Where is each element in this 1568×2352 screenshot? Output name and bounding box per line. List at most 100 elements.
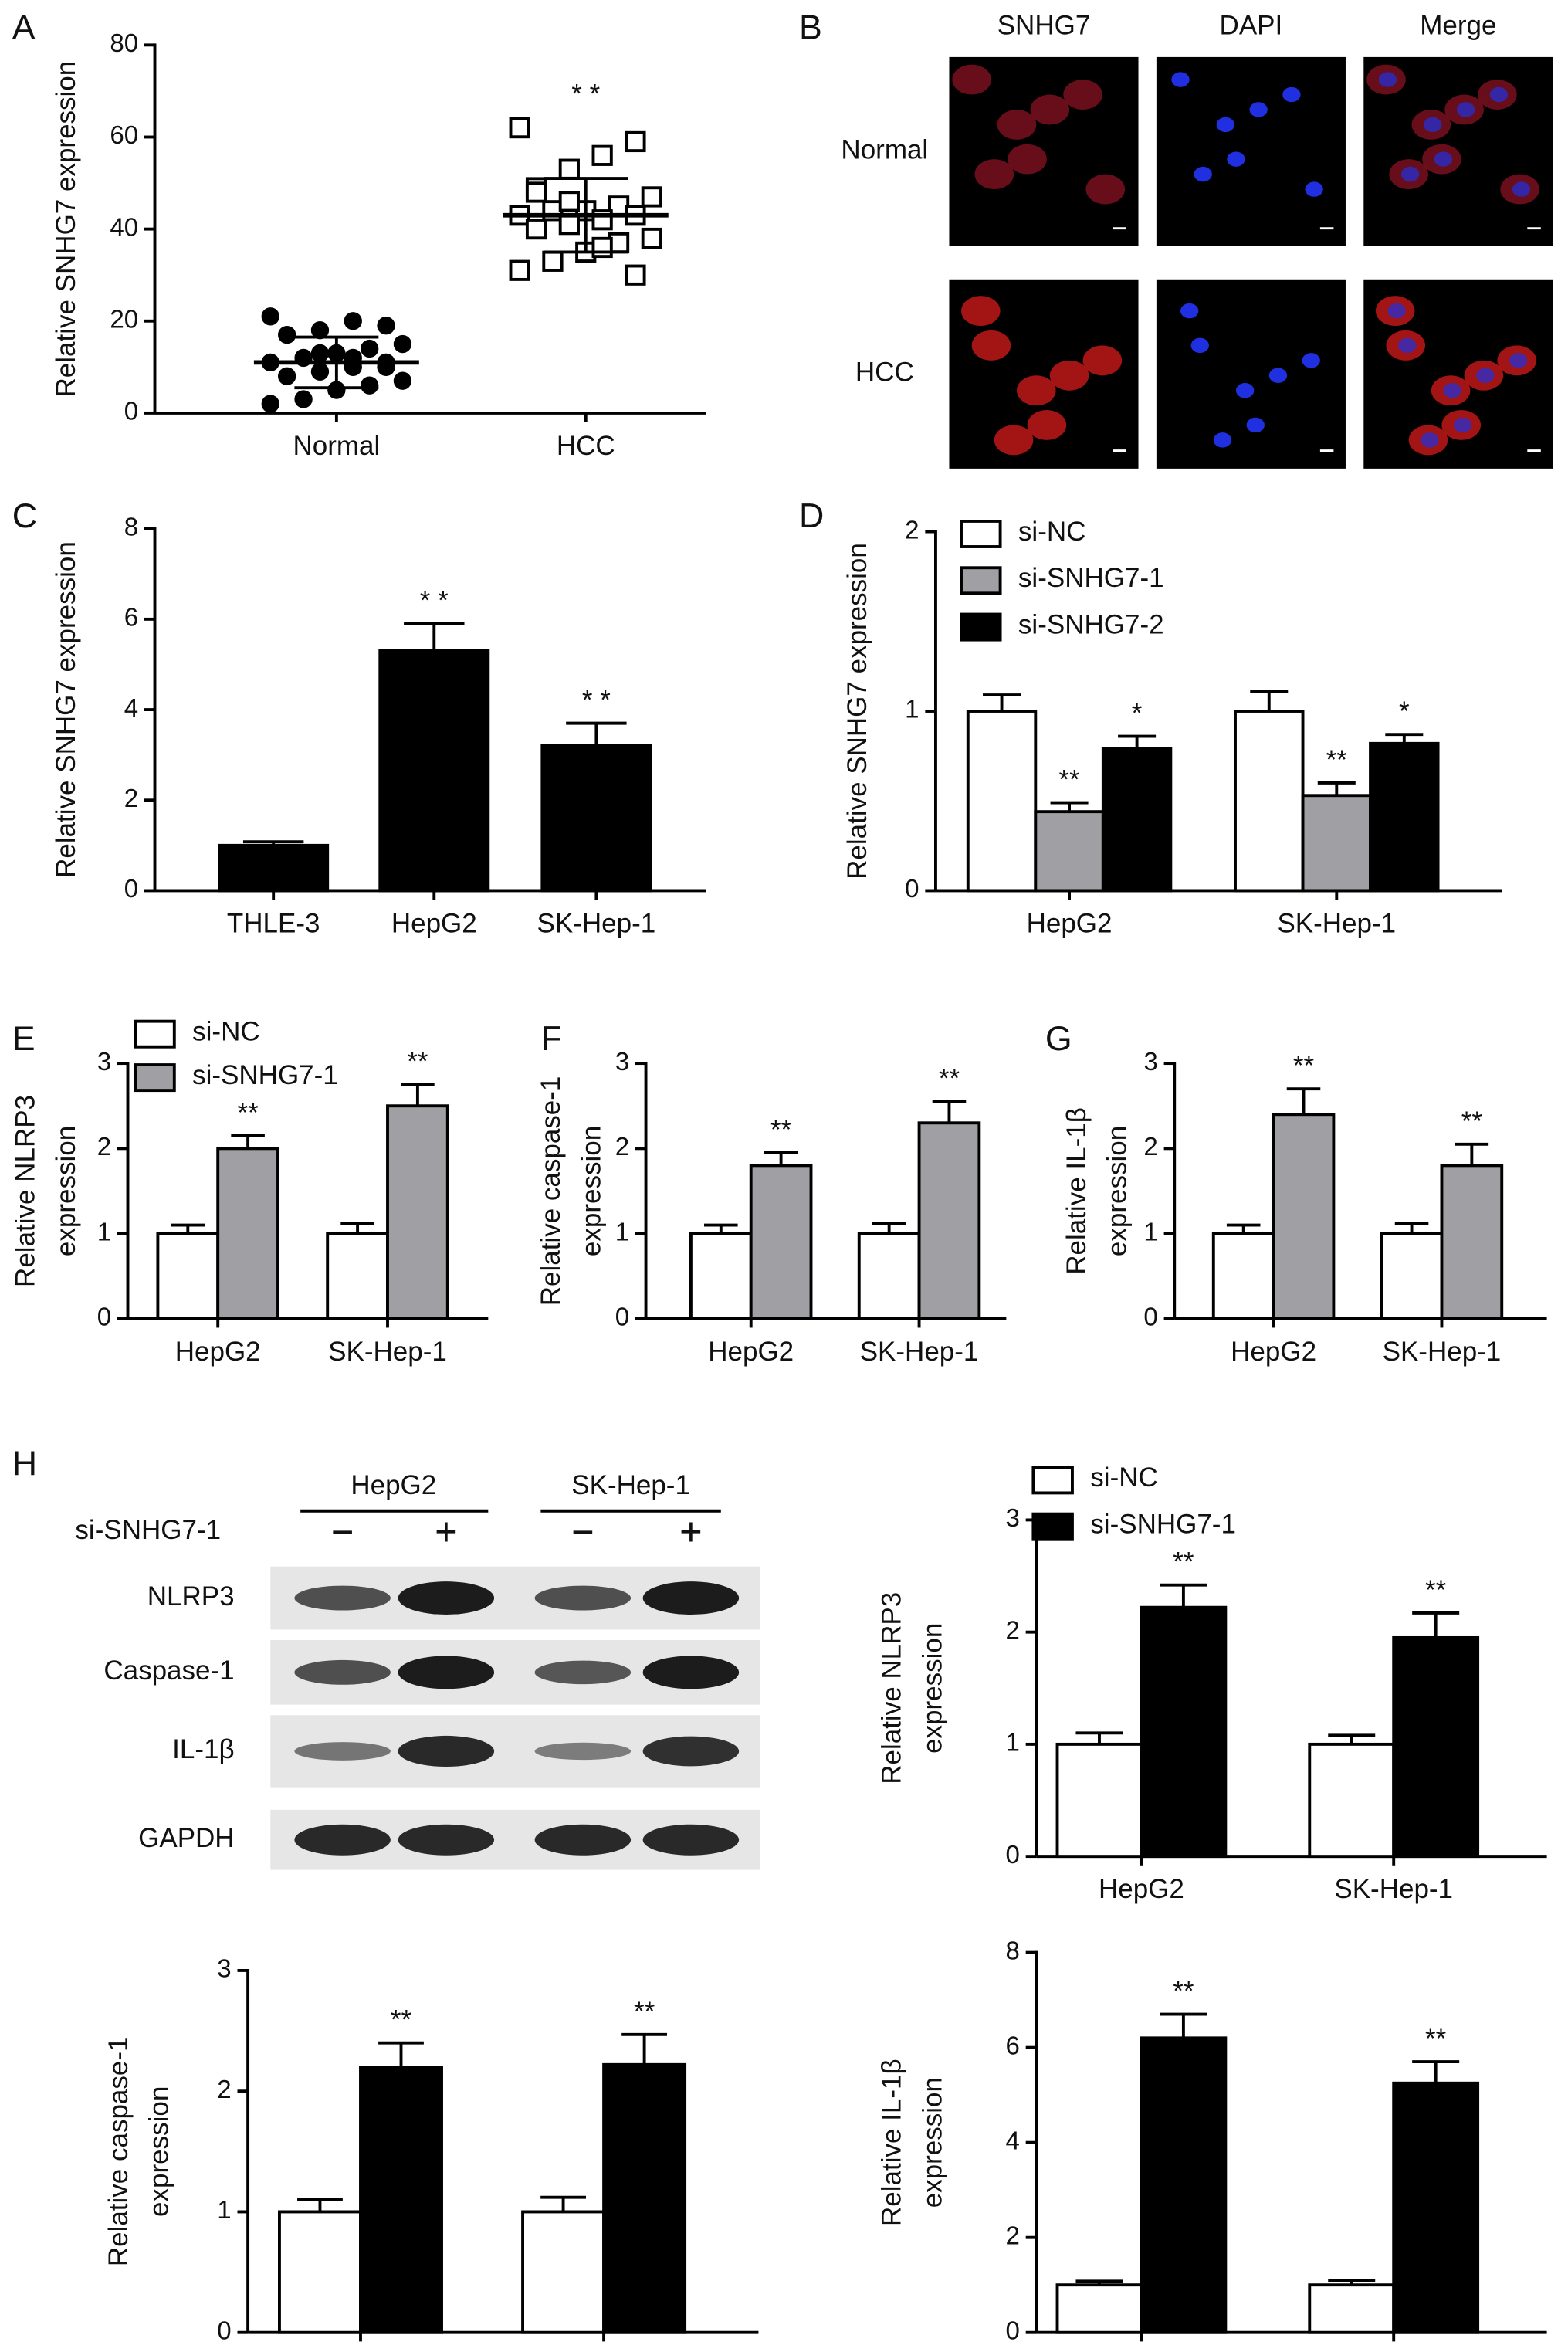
significance: ** [939, 1064, 960, 1094]
y-tick-label: 3 [1143, 1048, 1157, 1076]
y-tick-label: 0 [615, 1303, 629, 1332]
nucleus [1302, 353, 1320, 368]
significance: ** [1326, 745, 1348, 775]
error-bar [340, 1222, 374, 1234]
nucleus [1213, 432, 1232, 448]
x-tick-label: SK-Hep-1 [328, 1337, 447, 1367]
band [642, 1736, 740, 1767]
bar [378, 649, 490, 893]
x-tick-label: HepG2 [175, 1337, 261, 1367]
bar [1234, 710, 1305, 893]
nucleus [1249, 102, 1268, 117]
y-tick-label: 1 [97, 1218, 111, 1246]
x-tick-label: SK-Hep-1 [1383, 1337, 1502, 1367]
error-bar [1160, 1583, 1207, 1608]
blot-group-label: HepG2 [351, 1470, 436, 1500]
dot [261, 307, 279, 326]
cell [1016, 375, 1056, 406]
error-bar [294, 335, 379, 390]
y-axis-label: expression [1102, 1126, 1133, 1256]
bar [326, 1232, 389, 1320]
dot [393, 334, 412, 354]
dot [261, 395, 279, 413]
y-tick-label: 3 [97, 1048, 111, 1076]
y-tick-label: 1 [217, 2196, 231, 2225]
band [642, 1656, 740, 1689]
significance: * * [420, 586, 449, 616]
band [294, 1585, 391, 1611]
dot [542, 250, 564, 272]
cell [974, 159, 1014, 190]
row-label: Normal [841, 135, 928, 165]
bar [857, 1232, 921, 1320]
y-tick-label: 1 [905, 696, 919, 724]
error-bar [932, 1100, 967, 1123]
bar [359, 2066, 443, 2334]
bar [1055, 2283, 1143, 2334]
dot [558, 191, 580, 212]
band [398, 1581, 495, 1615]
dot [327, 381, 346, 399]
dot [344, 312, 362, 330]
nucleus [1489, 86, 1509, 103]
y-axis-label: Relative caspase-1 [536, 1076, 566, 1306]
error-bar [764, 1151, 798, 1166]
lane-label: − [331, 1510, 354, 1554]
nucleus [1180, 303, 1199, 319]
bar [602, 2062, 687, 2334]
error-bar [378, 2041, 424, 2067]
cell [961, 296, 1001, 327]
y-tick-label: 6 [1005, 2032, 1019, 2060]
error-bar [404, 622, 465, 651]
significance: ** [634, 1997, 655, 2027]
x-tick-label: HCC [557, 431, 615, 461]
x-tick-label: HepG2 [708, 1337, 794, 1367]
legend-swatch [134, 1063, 176, 1093]
bar [1140, 1605, 1228, 1859]
significance: ** [1173, 1547, 1194, 1578]
y-tick-label: 2 [124, 785, 138, 813]
micrograph [1156, 56, 1346, 246]
blot-row-label: IL-1β [172, 1734, 234, 1764]
legend-swatch [960, 566, 1002, 595]
error-bar [1394, 1222, 1429, 1234]
dot [625, 130, 646, 153]
significance: ** [1173, 1977, 1194, 2007]
column-label: DAPI [1220, 10, 1283, 40]
error-bar [1075, 1731, 1123, 1744]
bar [216, 1147, 279, 1320]
error-bar [540, 2195, 586, 2212]
y-axis-label: expression [577, 1126, 607, 1256]
band [398, 1735, 495, 1767]
legend-swatch [1031, 1466, 1074, 1495]
bar [521, 2210, 606, 2334]
significance: ** [770, 1115, 792, 1145]
bar [540, 744, 652, 893]
nucleus [1512, 181, 1531, 197]
error-bar [297, 2198, 343, 2212]
legend-swatch [1031, 1512, 1074, 1541]
legend-label: si-SNHG7-1 [1090, 1509, 1236, 1539]
legend-label: si-SNHG7-2 [1018, 609, 1164, 639]
dot [360, 339, 379, 358]
x-tick-label: HepG2 [391, 908, 477, 938]
error-bar [544, 177, 628, 254]
significance: ** [237, 1098, 259, 1128]
error-bar [1160, 2012, 1207, 2039]
dot [558, 158, 580, 180]
y-tick-label: 0 [124, 875, 138, 903]
significance: ** [391, 2005, 412, 2035]
bar [917, 1121, 981, 1320]
bar [386, 1104, 449, 1320]
nucleus [1246, 417, 1265, 433]
y-tick-label: 3 [615, 1048, 629, 1076]
dot [310, 362, 330, 381]
lane-label: + [435, 1510, 458, 1554]
dot [377, 317, 395, 335]
x-tick-label: SK-Hep-1 [860, 1337, 979, 1367]
dot [558, 214, 580, 236]
lane-label: − [571, 1510, 594, 1554]
y-tick-label: 60 [110, 121, 138, 150]
y-tick-label: 3 [217, 1955, 231, 1984]
nucleus [1171, 72, 1190, 87]
